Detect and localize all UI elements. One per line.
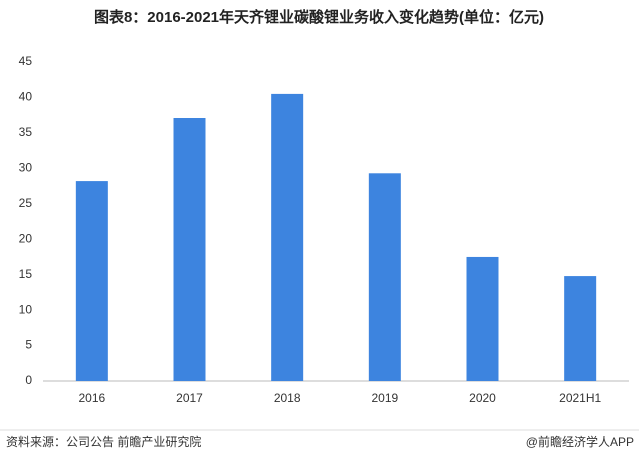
y-tick-label: 15 [19,267,33,281]
x-tick-label: 2016 [78,391,105,405]
y-tick-label: 40 [19,90,33,104]
x-tick-label: 2021H1 [559,391,601,405]
y-tick-label: 25 [19,196,33,210]
y-tick-label: 5 [25,338,32,352]
y-tick-label: 10 [19,302,33,316]
y-tick-label: 45 [19,54,33,68]
x-tick-label: 2020 [469,391,496,405]
bar [271,93,304,382]
bar [564,276,597,381]
bar [368,173,401,381]
y-tick-label: 30 [19,161,33,175]
x-tick-label: 2017 [176,391,203,405]
y-tick-label: 0 [25,373,32,387]
source: 资料来源：公司公告 前瞻产业研究院 [6,434,201,449]
bar [466,256,499,381]
bar [173,118,206,381]
chart-title: 图表8：2016-2021年天齐锂业碳酸锂业务收入变化趋势(单位：亿元) [94,8,544,26]
x-tick-label: 2019 [371,391,398,405]
y-tick-label: 35 [19,125,33,139]
y-tick-label: 20 [19,231,33,245]
credit: @前瞻经济学人APP [526,434,634,449]
bar [75,181,108,381]
x-tick-label: 2018 [274,391,301,405]
